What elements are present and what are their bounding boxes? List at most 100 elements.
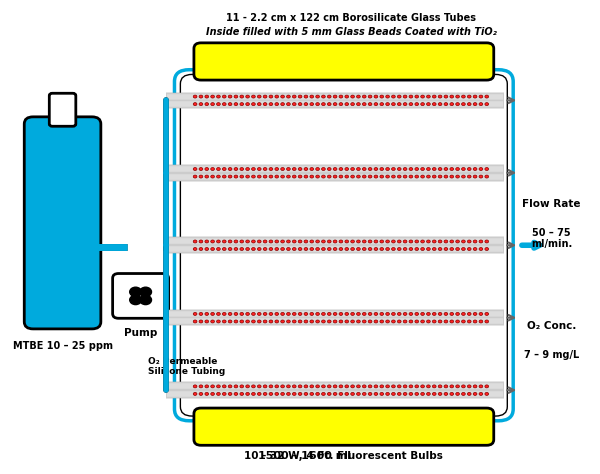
- Circle shape: [362, 312, 366, 315]
- Circle shape: [316, 175, 319, 178]
- Circle shape: [415, 312, 419, 315]
- Circle shape: [450, 385, 454, 388]
- Circle shape: [456, 240, 460, 243]
- Circle shape: [409, 312, 413, 315]
- Circle shape: [275, 320, 278, 323]
- Circle shape: [205, 240, 209, 243]
- Circle shape: [193, 167, 197, 171]
- Circle shape: [228, 167, 232, 171]
- Circle shape: [223, 320, 226, 323]
- Circle shape: [217, 103, 220, 106]
- Circle shape: [450, 95, 454, 98]
- Circle shape: [356, 175, 360, 178]
- Circle shape: [415, 175, 419, 178]
- Circle shape: [392, 385, 395, 388]
- Circle shape: [298, 167, 302, 171]
- Circle shape: [211, 175, 214, 178]
- FancyBboxPatch shape: [181, 74, 508, 416]
- Circle shape: [275, 103, 278, 106]
- Circle shape: [205, 320, 209, 323]
- Circle shape: [433, 320, 436, 323]
- Circle shape: [292, 312, 296, 315]
- Circle shape: [456, 167, 460, 171]
- Circle shape: [223, 95, 226, 98]
- Circle shape: [356, 95, 360, 98]
- Circle shape: [467, 320, 471, 323]
- Circle shape: [473, 95, 477, 98]
- Circle shape: [193, 385, 197, 388]
- Circle shape: [263, 312, 267, 315]
- Circle shape: [298, 312, 302, 315]
- Circle shape: [397, 95, 401, 98]
- Circle shape: [251, 103, 255, 106]
- Circle shape: [456, 95, 460, 98]
- Circle shape: [310, 95, 314, 98]
- Circle shape: [263, 167, 267, 171]
- Circle shape: [345, 240, 349, 243]
- Circle shape: [351, 103, 355, 106]
- FancyBboxPatch shape: [175, 70, 513, 421]
- Circle shape: [368, 167, 372, 171]
- Circle shape: [403, 167, 407, 171]
- Circle shape: [281, 103, 284, 106]
- Circle shape: [205, 385, 209, 388]
- Circle shape: [193, 240, 197, 243]
- Circle shape: [461, 247, 465, 250]
- Circle shape: [246, 320, 250, 323]
- Circle shape: [345, 167, 349, 171]
- Circle shape: [433, 240, 436, 243]
- Circle shape: [444, 95, 448, 98]
- Circle shape: [292, 175, 296, 178]
- Circle shape: [392, 320, 395, 323]
- Circle shape: [251, 167, 255, 171]
- Circle shape: [217, 95, 220, 98]
- Circle shape: [444, 320, 448, 323]
- Circle shape: [362, 175, 366, 178]
- Circle shape: [479, 175, 483, 178]
- Circle shape: [397, 247, 401, 250]
- Circle shape: [298, 240, 302, 243]
- Circle shape: [467, 312, 471, 315]
- Circle shape: [281, 175, 284, 178]
- Circle shape: [479, 385, 483, 388]
- Circle shape: [269, 320, 273, 323]
- Text: 1500 - 1600 ml: 1500 - 1600 ml: [257, 451, 350, 461]
- Circle shape: [351, 385, 355, 388]
- Circle shape: [433, 247, 436, 250]
- Text: Inside filled with 5 mm Glass Beads Coated with TiO₂: Inside filled with 5 mm Glass Beads Coat…: [206, 27, 497, 37]
- Circle shape: [199, 175, 203, 178]
- Circle shape: [479, 103, 483, 106]
- Circle shape: [392, 103, 395, 106]
- Circle shape: [485, 167, 488, 171]
- Circle shape: [140, 287, 151, 297]
- Circle shape: [228, 95, 232, 98]
- Circle shape: [479, 320, 483, 323]
- Circle shape: [257, 385, 261, 388]
- Circle shape: [427, 392, 430, 395]
- Circle shape: [275, 95, 278, 98]
- Circle shape: [211, 240, 214, 243]
- Circle shape: [240, 320, 244, 323]
- Circle shape: [228, 103, 232, 106]
- Circle shape: [228, 312, 232, 315]
- Circle shape: [374, 385, 378, 388]
- Circle shape: [234, 392, 238, 395]
- Circle shape: [281, 240, 284, 243]
- Circle shape: [356, 392, 360, 395]
- Circle shape: [339, 247, 343, 250]
- Circle shape: [298, 103, 302, 106]
- Circle shape: [433, 392, 436, 395]
- Circle shape: [403, 320, 407, 323]
- Circle shape: [246, 312, 250, 315]
- Circle shape: [415, 167, 419, 171]
- Circle shape: [199, 247, 203, 250]
- Circle shape: [392, 392, 395, 395]
- Circle shape: [292, 240, 296, 243]
- Circle shape: [234, 175, 238, 178]
- Circle shape: [473, 103, 477, 106]
- Circle shape: [403, 103, 407, 106]
- Circle shape: [240, 385, 244, 388]
- Circle shape: [240, 103, 244, 106]
- Circle shape: [287, 95, 290, 98]
- Circle shape: [368, 247, 372, 250]
